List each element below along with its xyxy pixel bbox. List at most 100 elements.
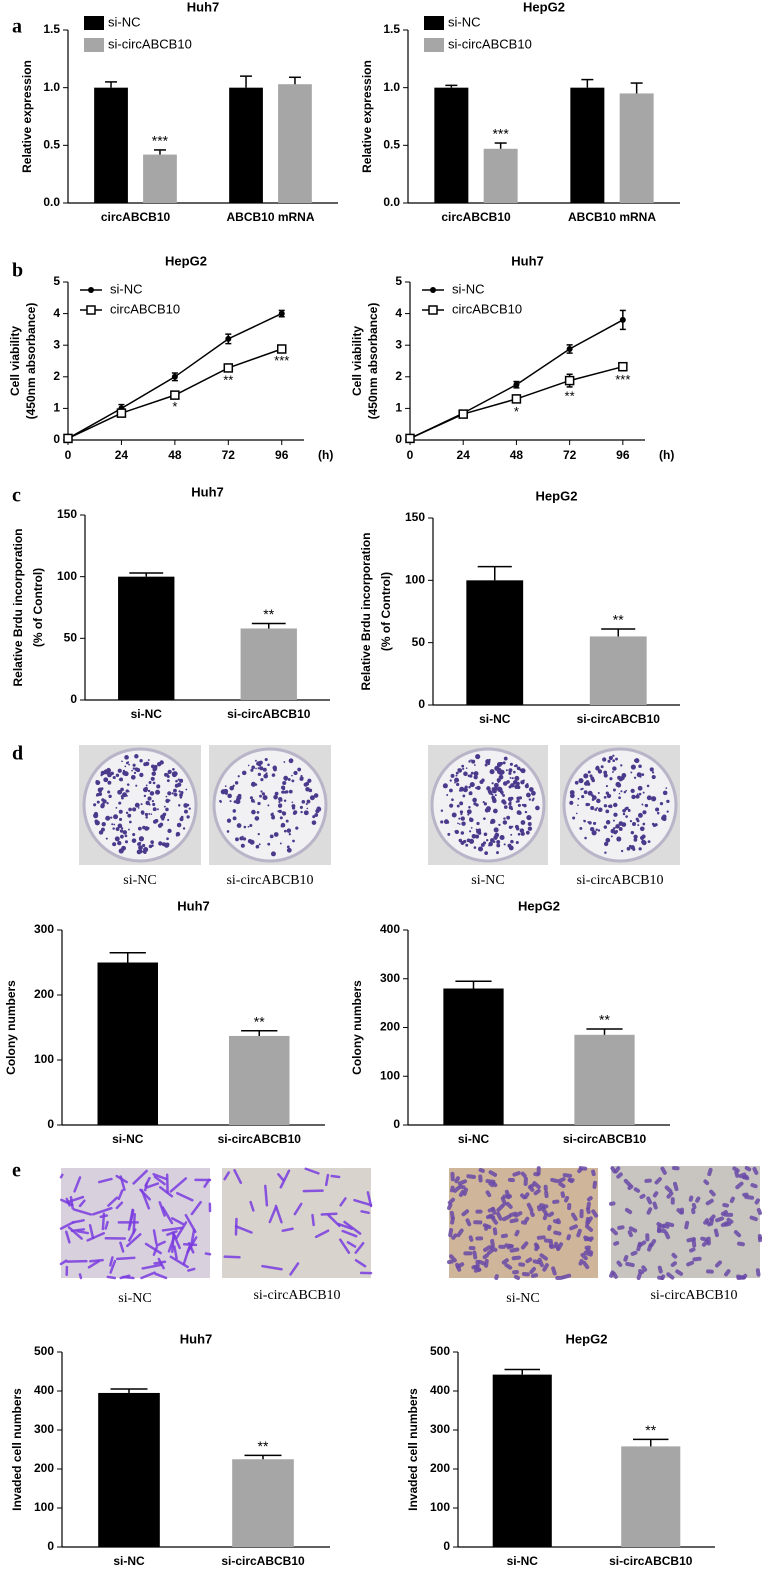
colony	[180, 815, 184, 819]
colony	[305, 803, 308, 806]
colony	[473, 771, 479, 777]
cell	[66, 1195, 85, 1204]
y-tick-label: 1.5	[43, 22, 60, 36]
colony	[277, 810, 280, 813]
cell	[741, 1273, 748, 1280]
bar	[118, 576, 175, 700]
significance: **	[613, 612, 624, 628]
colony	[138, 845, 143, 851]
colony	[637, 773, 640, 776]
colony	[460, 816, 465, 821]
significance: **	[263, 606, 274, 622]
colony	[502, 781, 508, 786]
colony	[491, 795, 496, 800]
colony	[587, 821, 590, 824]
cell	[654, 1177, 662, 1185]
colony	[499, 834, 505, 841]
x-tick-label: 0	[65, 448, 72, 462]
cell	[505, 1201, 513, 1209]
colony	[602, 757, 607, 762]
colony	[621, 773, 627, 778]
colony	[637, 812, 643, 818]
colony	[639, 826, 645, 832]
colony	[569, 800, 574, 805]
y-tick-label: 1	[53, 401, 60, 415]
cell	[670, 1261, 677, 1267]
y-tick-label: 0	[443, 1539, 450, 1553]
chart-title: Huh7	[177, 898, 210, 913]
y-tick-label: 100	[34, 1500, 54, 1514]
colony	[642, 791, 645, 794]
colony	[305, 781, 310, 786]
colony	[612, 754, 615, 757]
colony	[487, 762, 491, 766]
y-tick-label: 0	[53, 432, 60, 446]
colony	[468, 785, 471, 789]
colony	[110, 816, 113, 819]
colony	[125, 811, 129, 815]
x-tick-label: 48	[510, 448, 524, 462]
colony	[265, 772, 268, 775]
colony	[260, 778, 264, 782]
cell	[578, 1259, 584, 1266]
colony	[117, 840, 122, 846]
bar	[483, 148, 518, 203]
cell	[547, 1211, 555, 1218]
colony	[514, 824, 519, 829]
y-tick-label: 0.5	[43, 138, 60, 152]
cell	[458, 1189, 465, 1197]
colony	[458, 823, 461, 825]
cell	[586, 1216, 593, 1224]
cell	[638, 1240, 647, 1248]
y-tick-label: 4	[395, 306, 402, 320]
colony	[516, 766, 521, 771]
colony	[607, 805, 610, 808]
cell	[750, 1183, 758, 1189]
cell	[542, 1204, 549, 1210]
colony	[493, 827, 499, 833]
colony	[148, 803, 151, 806]
cell	[536, 1205, 542, 1212]
colony	[655, 807, 660, 812]
y-tick-label: 0	[418, 697, 425, 711]
colony	[236, 795, 242, 801]
colony	[662, 790, 668, 796]
cell	[175, 1221, 188, 1240]
colony	[459, 801, 464, 806]
colony	[615, 829, 619, 834]
colony	[150, 813, 153, 815]
colony	[649, 767, 654, 772]
cell	[686, 1260, 695, 1267]
colony	[630, 788, 635, 794]
cell	[534, 1243, 539, 1252]
significance: ***	[274, 353, 289, 368]
colony	[583, 773, 589, 779]
cell	[705, 1220, 711, 1227]
cell	[512, 1171, 521, 1177]
colony	[491, 782, 494, 785]
colony	[280, 799, 283, 802]
colony	[511, 825, 514, 828]
colony	[164, 812, 167, 815]
colony	[613, 812, 618, 817]
x-tick-label: si-NC	[507, 1554, 539, 1568]
y-axis-label: Cell viability	[8, 326, 22, 396]
chart-title: HepG2	[523, 0, 565, 14]
colony	[603, 773, 608, 778]
significance: **	[223, 373, 233, 388]
colony	[178, 804, 181, 807]
colony	[306, 799, 311, 804]
y-tick-label: 0.0	[43, 195, 60, 209]
cell	[729, 1196, 735, 1204]
photo	[222, 1168, 371, 1278]
bar	[443, 988, 504, 1125]
y-tick-label: 400	[380, 922, 400, 936]
colony	[591, 798, 595, 801]
cell	[343, 1220, 362, 1235]
cell	[709, 1218, 714, 1226]
colony	[179, 795, 183, 799]
colony	[449, 788, 453, 793]
cell	[104, 1220, 109, 1230]
cell	[744, 1165, 752, 1172]
colony	[510, 807, 514, 811]
